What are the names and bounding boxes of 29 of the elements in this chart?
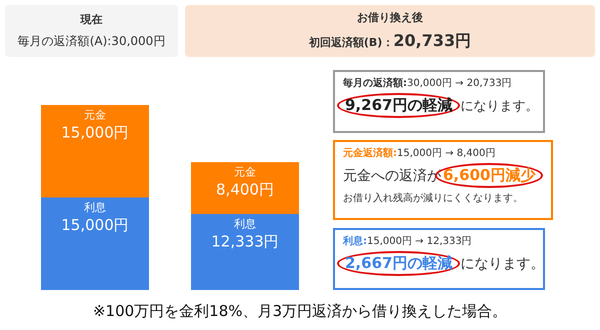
bar — [191, 162, 299, 214]
text: 元金 — [84, 108, 106, 122]
text: 初回返済額(B)： — [308, 36, 394, 49]
text: 利息 — [234, 217, 256, 230]
text: お借り入れ残高が減りにくくなります。 — [343, 193, 523, 204]
data-label: 12,333円 — [211, 232, 279, 250]
text: 毎月の返済額: — [343, 78, 407, 89]
text: 15,000円 → 12,333円 — [367, 236, 472, 247]
data-label: 15,000円 — [61, 216, 129, 234]
oval-outline: 9,267円の軽減 — [337, 93, 460, 118]
text: 30,000円 → 20,733円 — [407, 78, 512, 89]
oval-outline: 2,667円の軽減 — [337, 251, 460, 276]
text: お借り換え後 — [357, 11, 423, 24]
series-label: 元金 — [234, 166, 256, 179]
bar — [191, 214, 299, 290]
text: になります。 — [460, 99, 538, 114]
text: 20,733円 — [393, 31, 472, 50]
bar — [41, 198, 149, 290]
bar — [41, 105, 149, 198]
text: 利息: — [343, 236, 367, 247]
text: ※100万円を金利18%、月3万円返済から借り換えした場合。 — [92, 302, 508, 320]
series-label: 利息 — [84, 200, 106, 214]
text: 毎月の返済額(A):30,000円 — [18, 34, 166, 48]
text: 現在 — [80, 13, 102, 26]
text: 元金返済額: — [343, 148, 397, 159]
data-label: 15,000円 — [61, 123, 129, 142]
text: 15,000円 → 8,400円 — [397, 148, 496, 159]
text: になります。 — [460, 256, 544, 272]
data-label: 8,400円 — [216, 180, 274, 199]
